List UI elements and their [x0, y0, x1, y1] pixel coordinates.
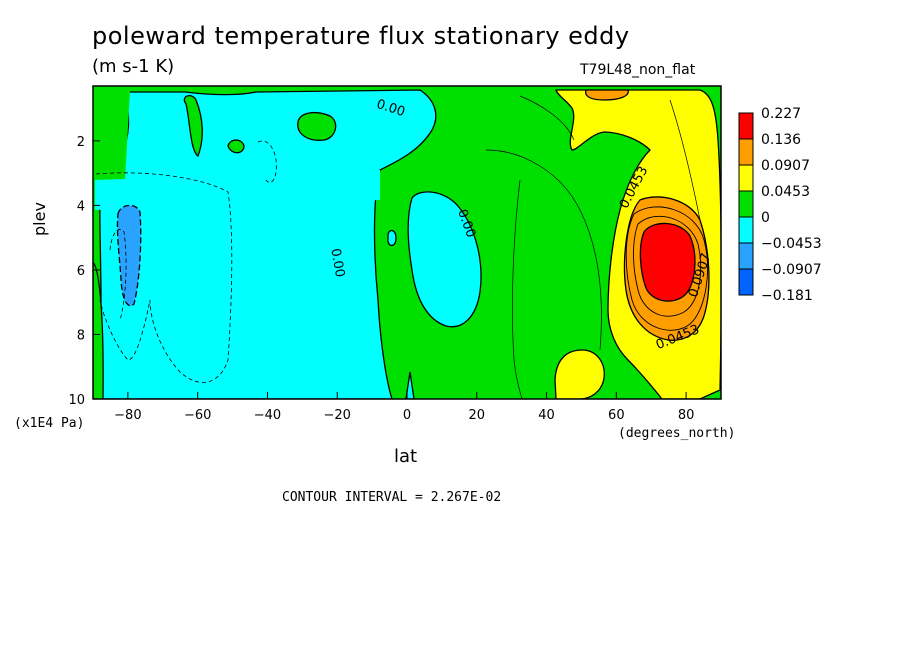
field-red — [639, 222, 696, 302]
legend-swatch — [738, 138, 754, 166]
y-tick-label: 2 — [77, 135, 85, 150]
x-tick-label: −60 — [184, 408, 211, 423]
chart-title: poleward temperature flux stationary edd… — [92, 22, 630, 50]
x-tick-label: 40 — [538, 408, 555, 423]
legend-level-label: 0.227 — [761, 106, 801, 122]
x-tick-label: 80 — [678, 408, 695, 423]
x-tick-label: −80 — [114, 408, 141, 423]
contour-label: 0.00 — [327, 247, 347, 278]
field-green-island-1 — [297, 111, 337, 141]
y-ticks: 2 4 6 8 10 — [68, 135, 100, 408]
legend-level-label: 0.0453 — [761, 184, 810, 200]
contour-field — [93, 86, 721, 399]
x-tick-label: −40 — [254, 408, 281, 423]
legend-level-label: −0.0907 — [761, 262, 822, 278]
legend-swatch — [738, 190, 754, 218]
legend-swatch — [738, 242, 754, 270]
field-cyan-spike — [405, 371, 415, 399]
field-green-corridor — [95, 90, 130, 180]
x-axis-label: lat — [394, 446, 418, 467]
contour-dashed-2 — [257, 140, 277, 183]
legend-level-label: −0.181 — [761, 288, 813, 304]
legend-swatch — [738, 268, 754, 296]
contour-line-3 — [512, 179, 523, 399]
contour-line-2 — [633, 215, 702, 317]
legend-level-label: 0.136 — [761, 132, 801, 148]
x-tick-label: 0 — [403, 408, 411, 423]
y-tick-label: 10 — [68, 393, 85, 408]
y-tick-label: 6 — [77, 264, 85, 279]
field-cyan-small — [387, 229, 397, 247]
legend-swatch — [738, 164, 754, 192]
y-axis-unit: (x1E4 Pa) — [14, 416, 85, 431]
contour-dashed-3 — [109, 229, 127, 321]
x-axis-unit: (degrees_north) — [618, 426, 736, 441]
y-tick-label: 4 — [77, 199, 85, 214]
x-tick-label: 20 — [469, 408, 486, 423]
legend-swatch — [738, 216, 754, 244]
legend-swatch — [738, 112, 754, 140]
contour-dashed-1 — [95, 172, 233, 383]
x-tick-label: −20 — [324, 408, 351, 423]
x-ticks: −80 −60 −40 −20 0 20 40 60 80 — [114, 392, 694, 423]
contour-line-5 — [519, 95, 575, 141]
field-green-island-2 — [227, 139, 245, 154]
contour-line-6 — [669, 99, 701, 221]
legend-level-label: 0 — [761, 210, 770, 226]
field-yellow-surface — [554, 349, 605, 399]
field-blue-blob — [116, 204, 142, 307]
contour-line-4 — [485, 149, 602, 351]
field-green-island-4 — [183, 94, 203, 158]
run-label: T79L48_non_flat — [580, 62, 696, 78]
contour-interval: CONTOUR INTERVAL = 2.267E-02 — [282, 490, 502, 505]
field-cyan-east — [407, 191, 482, 328]
field-orange-top — [584, 89, 629, 101]
legend: 0.227 0.136 0.0907 0.0453 0 −0.0453 −0.0907 −0.… — [738, 106, 822, 304]
x-tick-label: 60 — [608, 408, 625, 423]
legend-level-label: 0.0907 — [761, 158, 810, 174]
chart-units: (m s-1 K) — [92, 56, 175, 77]
y-tick-label: 8 — [77, 328, 85, 343]
contour-line-1 — [625, 206, 708, 331]
legend-level-label: −0.0453 — [761, 236, 822, 252]
field-cyan-band — [95, 170, 380, 210]
